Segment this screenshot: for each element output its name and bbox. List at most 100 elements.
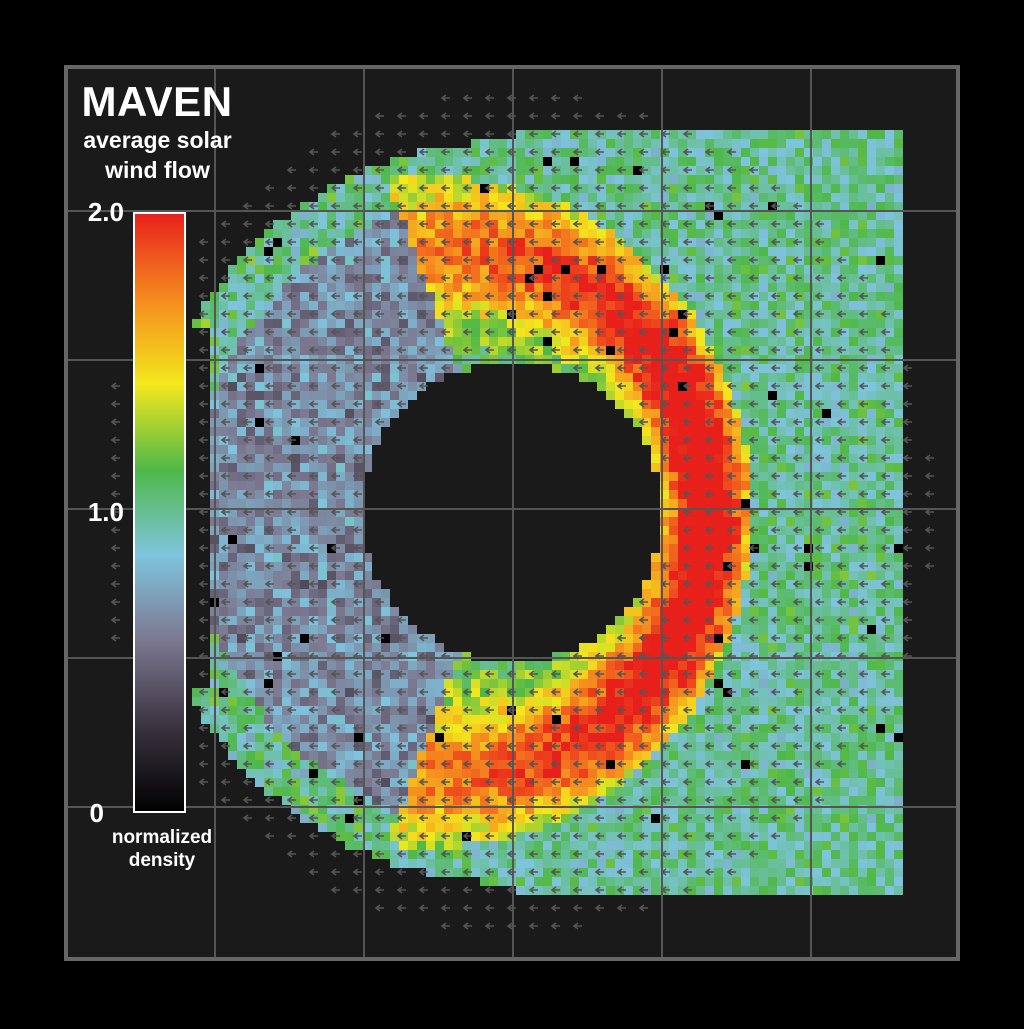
density-cell	[804, 472, 813, 481]
density-cell	[435, 247, 444, 256]
density-cell	[525, 679, 534, 688]
density-cell	[885, 184, 894, 193]
density-cell	[669, 571, 678, 580]
density-cell	[363, 463, 372, 472]
density-cell	[876, 670, 885, 679]
density-cell	[633, 661, 642, 670]
density-cell	[534, 796, 543, 805]
density-cell	[255, 382, 264, 391]
density-cell	[255, 715, 264, 724]
density-cell	[507, 787, 516, 796]
density-cell	[219, 643, 228, 652]
density-cell	[678, 247, 687, 256]
density-cell	[651, 445, 660, 454]
density-cell	[444, 211, 453, 220]
density-cell	[660, 697, 669, 706]
density-cell	[498, 805, 507, 814]
density-cell	[750, 373, 759, 382]
density-cell	[741, 517, 750, 526]
density-cell	[723, 589, 732, 598]
density-cell	[822, 274, 831, 283]
density-cell	[741, 652, 750, 661]
density-cell	[462, 661, 471, 670]
density-cell	[273, 436, 282, 445]
density-cell	[390, 247, 399, 256]
density-cell	[579, 292, 588, 301]
density-cell	[327, 337, 336, 346]
density-cell	[255, 742, 264, 751]
density-cell	[660, 481, 669, 490]
density-cell	[615, 157, 624, 166]
density-cell	[714, 607, 723, 616]
density-cell	[390, 337, 399, 346]
density-cell	[561, 805, 570, 814]
density-cell	[849, 580, 858, 589]
density-cell	[651, 382, 660, 391]
density-cell	[597, 247, 606, 256]
density-cell	[624, 841, 633, 850]
density-cell	[336, 652, 345, 661]
density-cell	[219, 445, 228, 454]
density-cell	[390, 409, 399, 418]
density-cell	[471, 760, 480, 769]
density-cell	[840, 427, 849, 436]
density-cell	[813, 832, 822, 841]
density-cell	[237, 544, 246, 553]
density-cell	[399, 841, 408, 850]
density-cell	[426, 157, 435, 166]
density-cell	[255, 670, 264, 679]
density-cell	[408, 391, 417, 400]
density-cell	[300, 427, 309, 436]
density-cell	[606, 688, 615, 697]
density-cell	[759, 337, 768, 346]
density-cell	[849, 184, 858, 193]
density-cell	[543, 292, 552, 301]
density-cell	[786, 256, 795, 265]
density-cell	[669, 265, 678, 274]
density-cell	[291, 589, 300, 598]
density-cell	[777, 472, 786, 481]
density-cell	[228, 373, 237, 382]
density-cell	[741, 823, 750, 832]
density-cell	[777, 247, 786, 256]
density-cell	[300, 589, 309, 598]
density-cell	[885, 679, 894, 688]
density-cell	[678, 607, 687, 616]
density-cell	[858, 643, 867, 652]
density-cell	[831, 418, 840, 427]
density-cell	[255, 454, 264, 463]
density-cell	[777, 715, 786, 724]
density-cell	[894, 769, 903, 778]
density-cell	[894, 562, 903, 571]
density-cell	[660, 715, 669, 724]
density-cell	[678, 661, 687, 670]
density-cell	[741, 643, 750, 652]
density-cell	[867, 769, 876, 778]
density-cell	[543, 787, 552, 796]
density-cell	[354, 715, 363, 724]
density-cell	[498, 832, 507, 841]
density-cell	[723, 463, 732, 472]
density-cell	[462, 787, 471, 796]
density-cell	[867, 256, 876, 265]
density-cell	[633, 211, 642, 220]
density-cell	[759, 157, 768, 166]
density-cell	[606, 742, 615, 751]
density-cell	[822, 652, 831, 661]
density-cell	[876, 742, 885, 751]
density-cell	[318, 724, 327, 733]
density-cell	[408, 292, 417, 301]
density-cell	[444, 733, 453, 742]
density-cell	[840, 778, 849, 787]
density-cell	[300, 751, 309, 760]
density-cell	[597, 265, 606, 274]
density-cell	[714, 166, 723, 175]
density-cell	[579, 166, 588, 175]
density-cell	[723, 535, 732, 544]
density-cell	[741, 832, 750, 841]
density-cell	[705, 175, 714, 184]
density-cell	[741, 787, 750, 796]
density-cell	[372, 580, 381, 589]
density-cell	[336, 562, 345, 571]
density-cell	[363, 571, 372, 580]
